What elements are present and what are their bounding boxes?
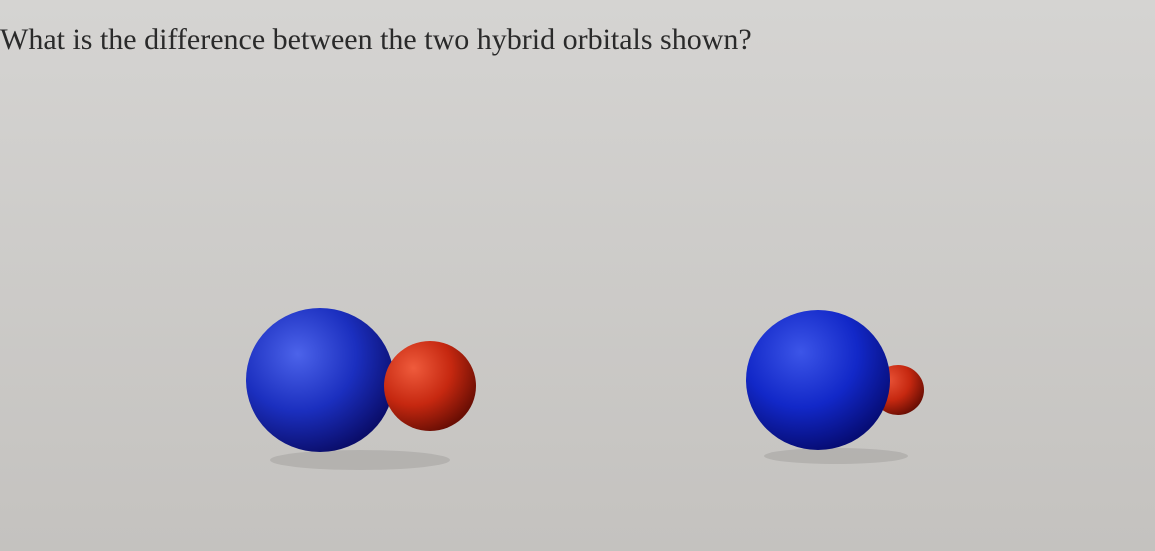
large-lobe bbox=[746, 310, 890, 450]
large-lobe bbox=[246, 308, 394, 452]
question-figure: What is the difference between the two h… bbox=[0, 0, 1155, 551]
shadow bbox=[270, 450, 450, 470]
background bbox=[0, 0, 1155, 551]
shadow bbox=[764, 448, 908, 464]
question-text: What is the difference between the two h… bbox=[0, 23, 752, 56]
small-lobe bbox=[384, 341, 476, 431]
